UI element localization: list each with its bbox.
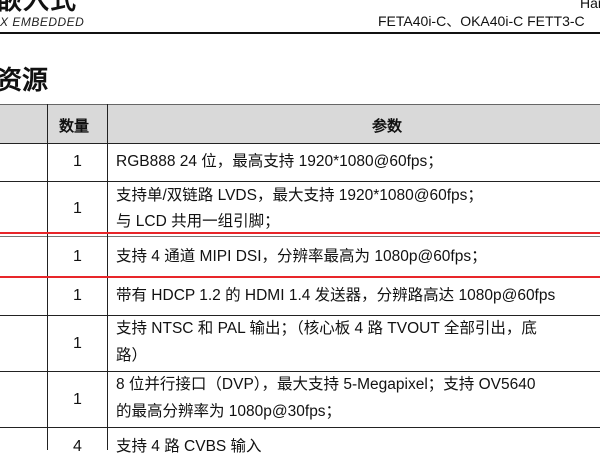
header-right-text: Har <box>580 0 600 11</box>
row-param: 路） <box>116 347 148 364</box>
header-divider <box>0 32 600 34</box>
header-models: FETA40i-C、OKA40i-C FETT3-C <box>378 13 585 29</box>
row-divider <box>0 236 600 237</box>
section-title: 资源 <box>0 66 49 96</box>
row-param: RGB888 24 位，最高支持 1920*1080@60fps； <box>116 153 443 170</box>
row-param: 的最高分辨率为 1080p@30fps； <box>116 403 342 420</box>
row-qty: 1 <box>73 248 82 265</box>
row-divider <box>0 143 600 144</box>
header-params: 参数 <box>372 117 403 135</box>
row-qty: 1 <box>73 391 82 408</box>
row-qty: 1 <box>73 200 82 217</box>
logo-text: 嵌入式 <box>0 0 78 16</box>
highlight-line-top <box>0 232 600 234</box>
row-qty: 1 <box>73 153 82 170</box>
row-divider <box>0 181 600 182</box>
row-param: 支持 NTSC 和 PAL 输出；（核心板 4 路 TVOUT 全部引出，底 <box>116 320 537 337</box>
row-qty: 4 <box>73 438 82 455</box>
row-param: 支持单/双链路 LVDS，最大支持 1920*1080@60fps； <box>116 187 483 204</box>
header-qty: 数量 <box>59 117 90 135</box>
highlight-line-bottom <box>0 276 600 278</box>
row-divider <box>0 315 600 316</box>
row-divider <box>0 104 600 105</box>
row-divider <box>0 371 600 372</box>
logo-subtitle: X EMBEDDED <box>0 15 85 29</box>
row-param: 支持 4 通道 MIPI DSI，分辨率最高为 1080p@60fps； <box>116 248 487 265</box>
row-qty: 1 <box>73 287 82 304</box>
row-qty: 1 <box>73 335 82 352</box>
row-param: 支持 4 路 CVBS 输入 <box>116 438 262 455</box>
row-divider <box>0 427 600 428</box>
row-param: 8 位并行接口（DVP），最大支持 5-Megapixel；支持 OV5640 <box>116 376 536 393</box>
row-param: 与 LCD 共用一组引脚； <box>116 213 280 230</box>
table-header <box>0 105 600 143</box>
row-param: 带有 HDCP 1.2 的 HDMI 1.4 发送器，分辨路高达 1080p@6… <box>116 287 556 304</box>
